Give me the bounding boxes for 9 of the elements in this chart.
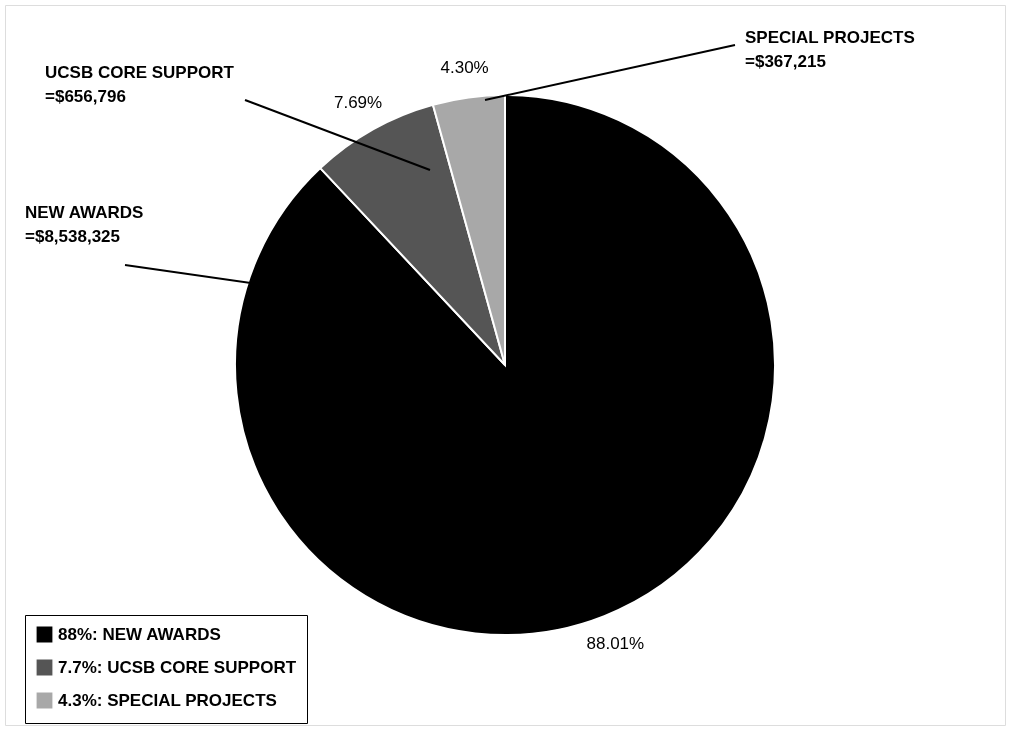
legend-label: 4.3%: SPECIAL PROJECTS	[58, 690, 277, 710]
text: SPECIAL PROJECTS =$367,215	[745, 28, 915, 71]
data-label: 4.30%	[440, 57, 489, 77]
text: UCSB CORE SUPPORT =$656,796	[45, 63, 235, 106]
legend-label: 88%: NEW AWARDS	[58, 624, 221, 644]
legend-label: 7.7%: UCSB CORE SUPPORT	[58, 657, 297, 677]
data-label: 7.69%	[333, 93, 383, 113]
data-label: 88.01%	[586, 633, 645, 653]
text: NEW AWARDS =$8,538,325	[25, 203, 144, 246]
